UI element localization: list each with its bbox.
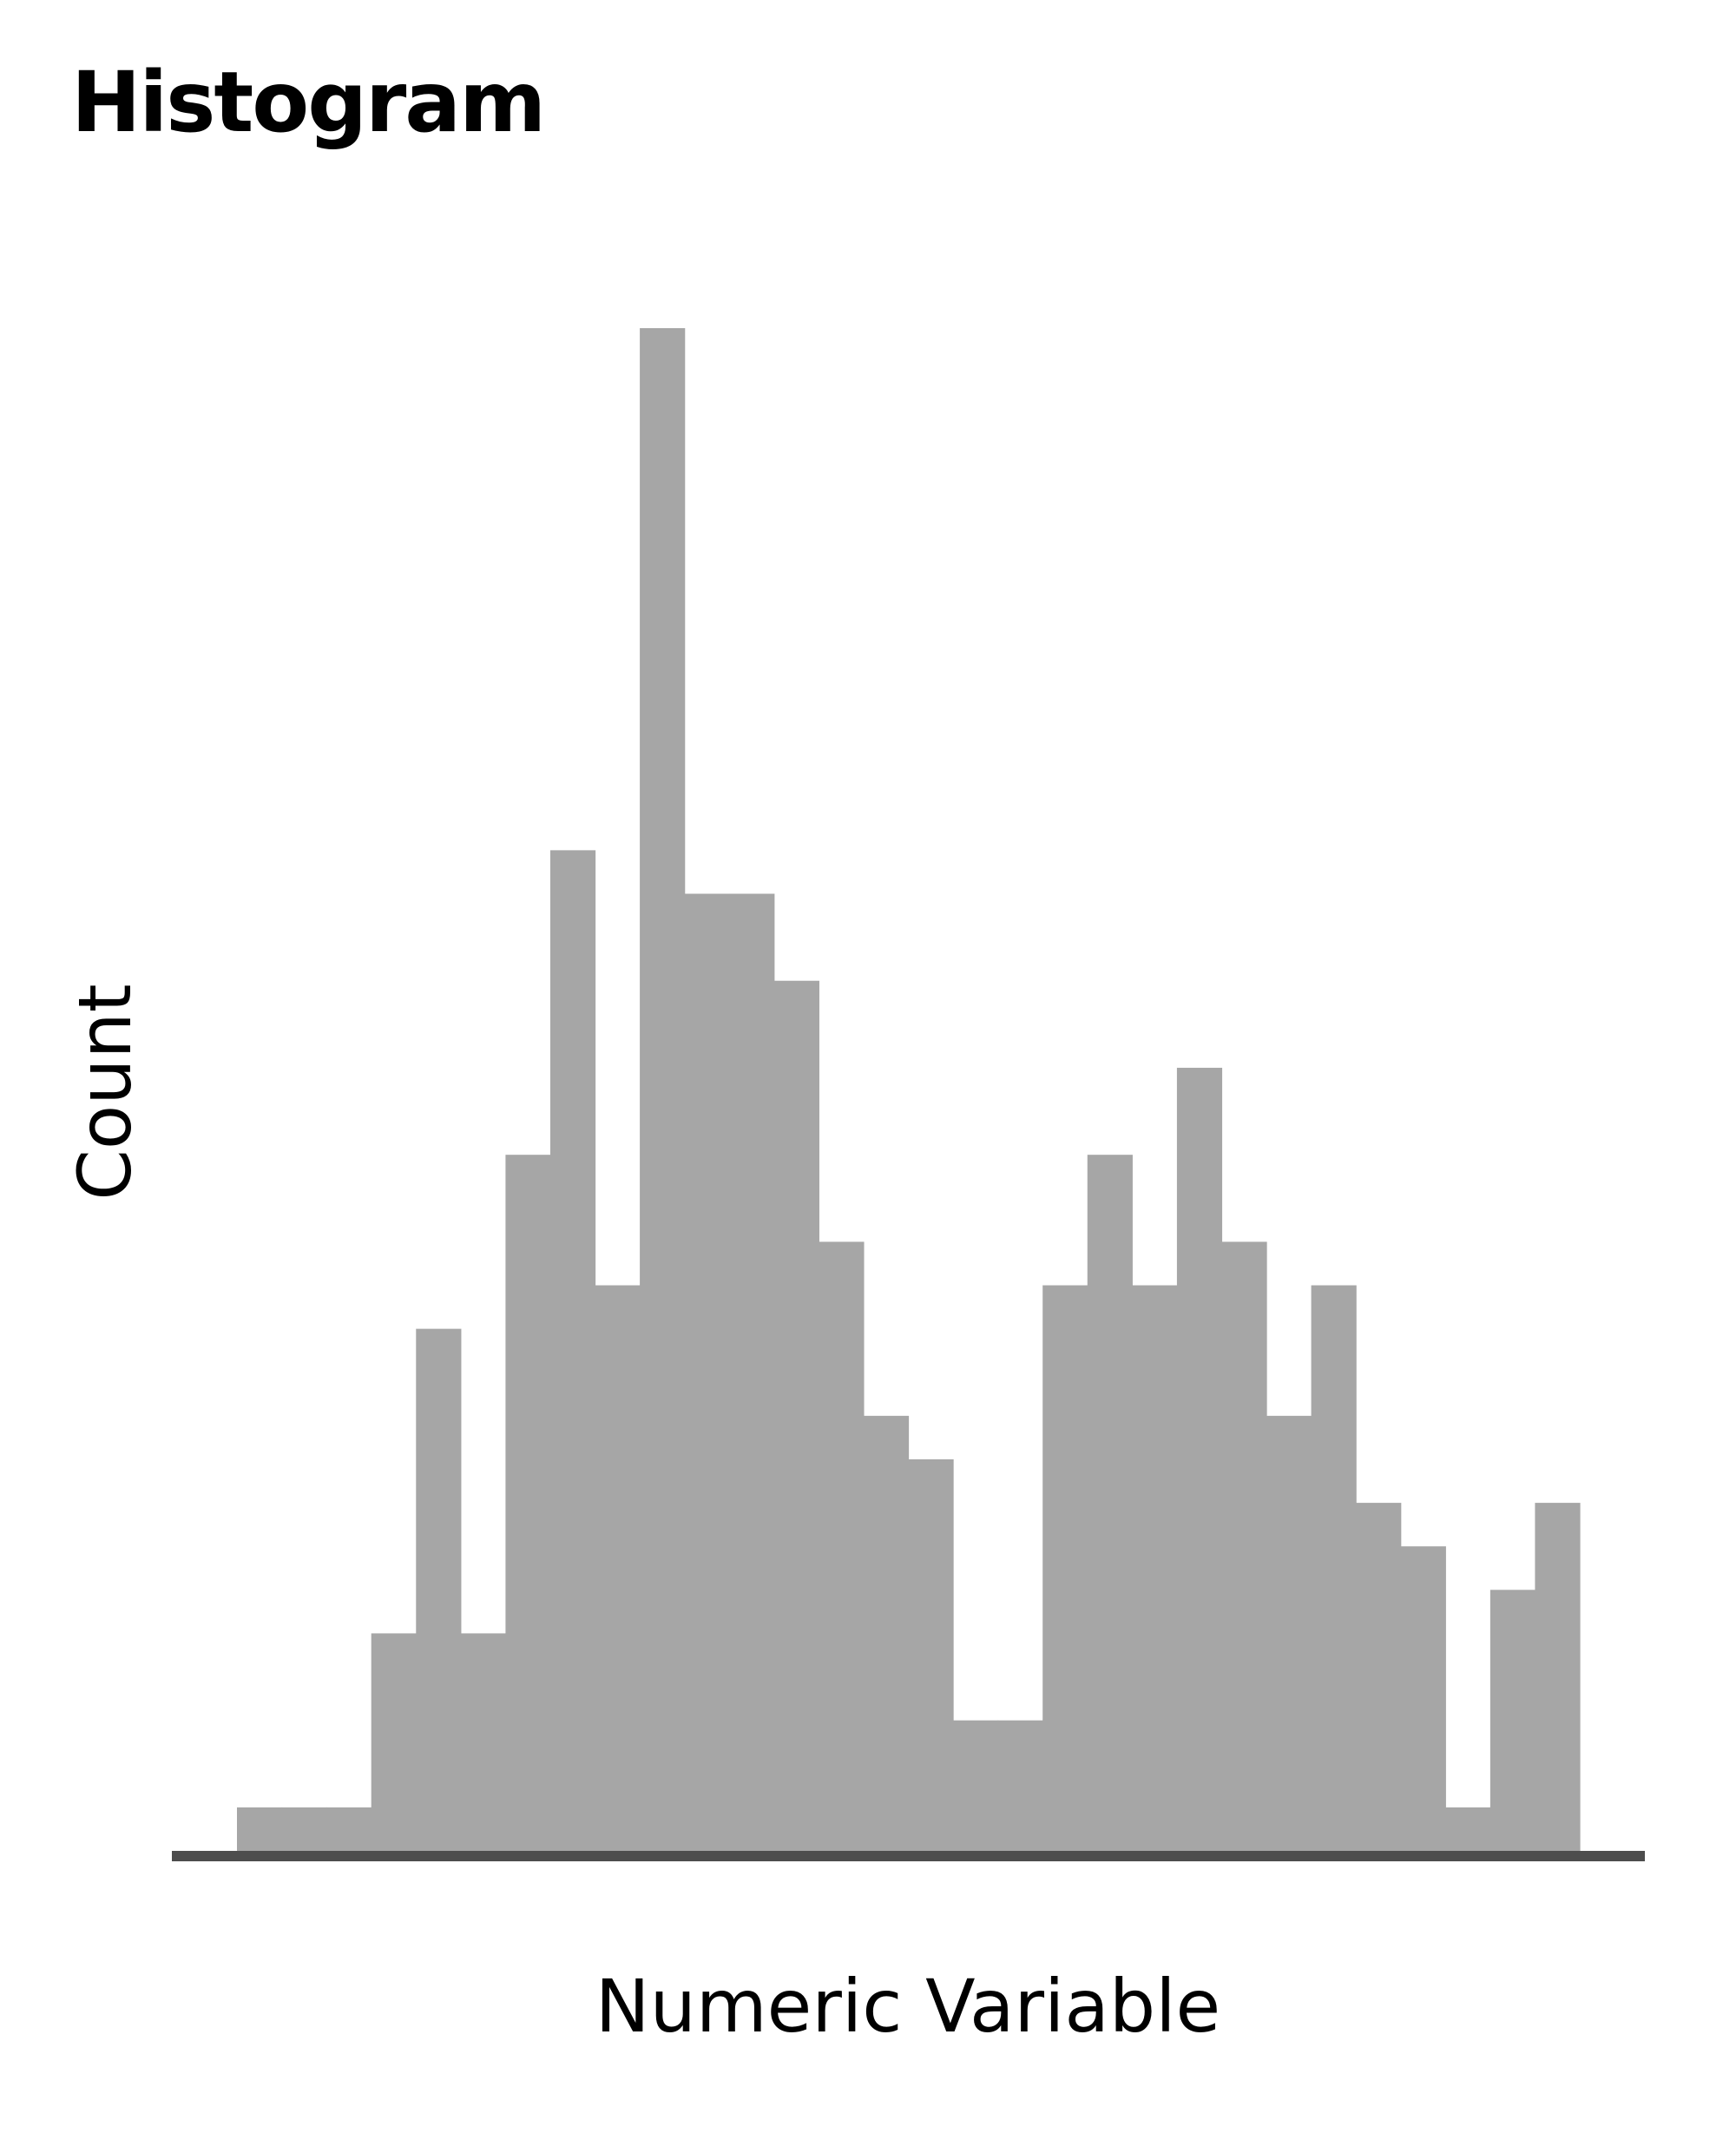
histogram-bar-20: [1087, 1155, 1133, 1851]
histogram-bar-4: [371, 1633, 417, 1851]
histogram-bar-7: [505, 1155, 551, 1851]
histogram-bar-27: [1400, 1546, 1446, 1851]
histogram-bar-22: [1176, 1067, 1223, 1851]
histogram-bar-10: [640, 328, 686, 1851]
chart-title: Histogram: [71, 54, 546, 151]
histogram-bar-19: [1042, 1285, 1088, 1851]
histogram-bar-28: [1445, 1807, 1491, 1851]
histogram-bar-12: [729, 893, 775, 1851]
histogram-bar-23: [1221, 1241, 1267, 1851]
histogram-bar-9: [595, 1285, 641, 1851]
histogram-bar-13: [773, 980, 819, 1851]
histogram-bar-18: [997, 1720, 1043, 1851]
x-axis-title: Numeric Variable: [595, 1964, 1220, 2049]
histogram-bar-16: [908, 1458, 954, 1851]
histogram-bar-14: [819, 1241, 865, 1851]
histogram-bar-30: [1535, 1503, 1581, 1851]
histogram-bar-11: [684, 893, 730, 1851]
histogram-bar-17: [953, 1720, 999, 1851]
histogram-bar-6: [460, 1633, 506, 1851]
histogram-bar-26: [1356, 1503, 1402, 1851]
histogram-bars: [237, 328, 1581, 1852]
histogram-bar-21: [1132, 1285, 1178, 1851]
histogram-bar-1: [237, 1807, 283, 1851]
histogram-bar-8: [549, 850, 596, 1852]
y-axis-title: Count: [62, 984, 148, 1200]
histogram-bar-24: [1266, 1415, 1312, 1851]
histogram-bar-25: [1311, 1285, 1357, 1851]
histogram-bar-29: [1489, 1590, 1536, 1851]
histogram-bar-15: [863, 1415, 910, 1851]
histogram-bar-2: [281, 1807, 327, 1851]
histogram-bar-5: [416, 1328, 462, 1851]
histogram-bar-3: [326, 1807, 372, 1851]
